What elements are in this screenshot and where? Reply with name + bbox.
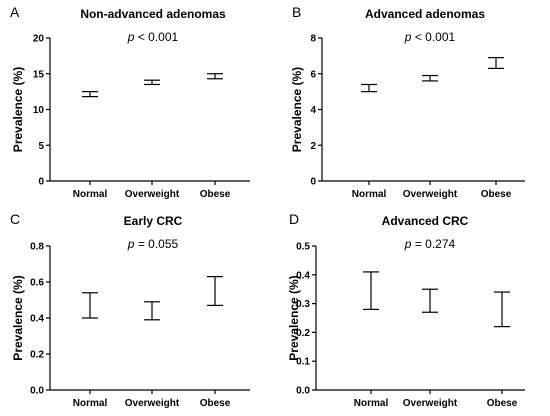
x-tick-label: Obese (481, 189, 512, 200)
y-tick-label: 15 (33, 69, 45, 80)
y-tick-label: 0.6 (30, 278, 44, 289)
y-axis-label: Prevalence (%) (11, 275, 25, 360)
panel-letter: B (292, 4, 301, 20)
x-tick-label: Normal (73, 398, 108, 409)
p-value: p = 0.274 (404, 237, 456, 251)
x-tick-label: Normal (352, 189, 387, 200)
y-axis-label: Prevalence (%) (11, 67, 25, 152)
panel-title: Advanced adenomas (365, 7, 485, 21)
y-tick-label: 6 (310, 69, 316, 80)
panel-letter: D (289, 211, 299, 227)
y-tick-label: 0.3 (296, 299, 310, 310)
x-tick-label: Overweight (125, 398, 180, 409)
panel-title: Advanced CRC (382, 214, 469, 228)
x-tick-label: Overweight (403, 189, 458, 200)
error-bar-overweight (422, 288, 438, 313)
error-bar-obese (494, 291, 510, 328)
y-tick-label: 0.8 (30, 242, 44, 253)
y-axis-label: Prevalence (%) (287, 275, 301, 360)
y-tick-label: 0.0 (296, 386, 310, 397)
error-bar-overweight (144, 301, 160, 321)
panel-c: C Early CRC p = 0.055 Prevalence (%) 0.0 0.2 0… (10, 211, 250, 409)
x-tick-label: Obese (200, 398, 231, 409)
y-tick-label: 0.2 (30, 350, 44, 361)
panel-d: D Advanced CRC p = 0.274 Prevalence (%) 0.0 0… (287, 211, 525, 409)
y-tick-label: 10 (33, 105, 45, 116)
x-tick-label: Obese (200, 189, 231, 200)
error-bar-obese (207, 276, 223, 306)
y-tick-label: 20 (33, 34, 45, 45)
y-axis-label: Prevalence (%) (290, 67, 304, 152)
x-tick-label: Overweight (125, 189, 180, 200)
p-value: p < 0.001 (127, 30, 179, 44)
y-tick-label: 2 (310, 141, 316, 152)
panel-title: Early CRC (124, 214, 183, 228)
x-tick-label: Obese (487, 398, 518, 409)
error-bar-overweight (422, 74, 438, 82)
x-tick-label: Normal (354, 398, 389, 409)
y-tick-label: 0.1 (296, 357, 310, 368)
y-tick-label: 0.0 (30, 386, 44, 397)
y-tick-label: 0.2 (296, 328, 310, 339)
y-tick-label: 5 (38, 141, 44, 152)
error-bar-obese (488, 57, 504, 69)
error-bar-normal (82, 91, 98, 98)
x-tick-label: Overweight (403, 398, 458, 409)
error-bar-overweight (144, 79, 160, 86)
y-tick-label: 0 (38, 177, 44, 188)
error-bar-obese (207, 73, 223, 80)
y-tick-label: 0.5 (296, 242, 310, 253)
y-tick-label: 8 (310, 34, 316, 45)
panel-letter: A (10, 4, 20, 20)
y-tick-label: 0.4 (296, 270, 310, 281)
panel-a: A Non-advanced adenomas p < 0.001 Prevalenc… (10, 4, 250, 200)
p-value: p < 0.001 (404, 30, 456, 44)
panel-b: B Advanced adenomas p < 0.001 Prevalence (%… (290, 4, 525, 200)
y-tick-label: 4 (310, 105, 316, 116)
y-tick-label: 0 (310, 177, 316, 188)
error-bar-normal (82, 292, 98, 319)
error-bar-normal (361, 83, 377, 93)
p-value: p = 0.055 (127, 237, 179, 251)
error-bar-normal (363, 271, 379, 310)
y-tick-label: 0.4 (30, 314, 44, 325)
panel-title: Non-advanced adenomas (80, 7, 226, 21)
x-tick-label: Normal (73, 189, 108, 200)
panel-letter: C (10, 211, 20, 227)
